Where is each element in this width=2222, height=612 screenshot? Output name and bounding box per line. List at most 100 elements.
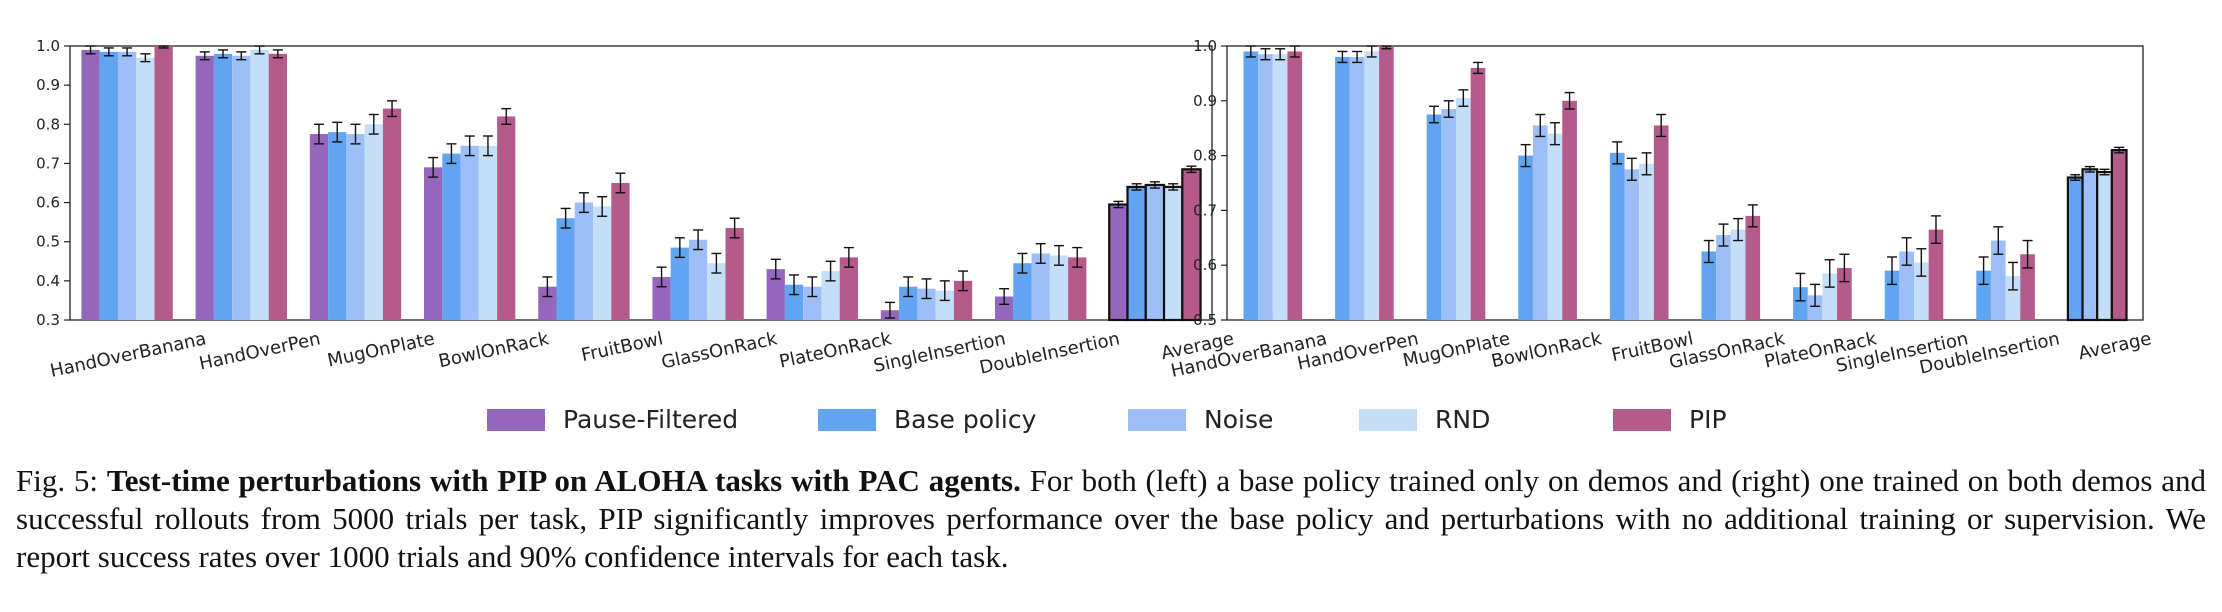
bar-noise — [346, 134, 365, 320]
bar-pip — [497, 116, 516, 320]
bar-pause-filtered — [424, 167, 443, 320]
bar-pause-filtered — [1108, 203, 1129, 322]
bar-base-policy — [99, 51, 118, 320]
bar-base-policy — [1013, 263, 1032, 320]
plot-frame — [69, 45, 1213, 321]
bar-rnd — [2096, 170, 2113, 322]
bar-base-policy — [1126, 185, 1147, 322]
x-tick-label: GlassOnRack — [660, 328, 780, 373]
legend-swatch-pip — [1613, 409, 1671, 431]
bar-rnd — [935, 290, 954, 320]
bar-base-policy — [556, 218, 575, 320]
y-tick-label: 0.7 — [36, 154, 60, 172]
bar-base-policy — [1518, 155, 1533, 320]
bar-noise — [117, 51, 137, 320]
bar-noise — [688, 239, 708, 320]
bar-rnd — [1456, 98, 1471, 320]
chart-panel-left: 0.3 0.4 0.5 0.6 0.7 0.8 0.9 1.0 HandOverBananaHa… — [36, 37, 1236, 382]
legend-swatch-rnd — [1359, 409, 1417, 431]
bar-pip — [268, 53, 287, 320]
bar-noise — [1144, 183, 1166, 322]
bar-pip — [1181, 168, 1202, 322]
y-tick-label: 0.7 — [1193, 201, 1217, 219]
y-tick-label: 0.9 — [36, 76, 60, 94]
bar-rnd — [1547, 133, 1563, 320]
bar-pip — [2110, 149, 2128, 322]
bar-pip — [1928, 229, 1944, 320]
bar-pause-filtered — [195, 55, 214, 321]
bar-base-policy — [442, 153, 461, 320]
bar-pip — [1379, 46, 1394, 320]
bar-rnd — [821, 271, 840, 320]
figure: 0.3 0.4 0.5 0.6 0.7 0.8 0.9 1.0 HandOverBananaHa… — [36, 37, 2154, 434]
bar-rnd — [593, 206, 612, 320]
bar-rnd — [136, 57, 155, 320]
bar-base-policy — [784, 284, 804, 320]
bar-pip — [2020, 254, 2035, 320]
plot-frame — [1226, 45, 2144, 321]
bar-rnd — [1049, 255, 1069, 320]
bar-noise — [574, 202, 594, 320]
bar-rnd — [478, 145, 498, 320]
bar-noise — [1349, 56, 1365, 321]
bar-noise — [917, 288, 936, 320]
legend-label-pip: PIP — [1689, 405, 1727, 434]
y-tick-label: 1.0 — [36, 37, 60, 55]
bar-base-policy — [1701, 251, 1717, 320]
bar-base-policy — [1426, 114, 1442, 320]
bar-rnd — [707, 263, 726, 320]
y-tick-label: 1.0 — [1193, 37, 1217, 55]
bar-noise — [1441, 109, 1456, 321]
y-tick-label: 0.4 — [36, 272, 60, 290]
caption-prefix: Fig. 5: — [16, 463, 107, 498]
x-tick-label: Average — [2077, 328, 2154, 364]
bar-base-policy — [899, 286, 918, 320]
legend-label-noise: Noise — [1204, 405, 1273, 434]
bar-noise — [1899, 251, 1914, 320]
bar-pause-filtered — [766, 269, 785, 320]
bar-noise — [1532, 125, 1548, 321]
y-tick-label: 0.8 — [1193, 147, 1217, 165]
bar-base-policy — [213, 53, 233, 320]
y-tick-label: 0.5 — [36, 233, 60, 251]
figure-caption: Fig. 5: Test-time perturbations with PIP… — [16, 462, 2206, 576]
legend-label-rnd: RND — [1435, 405, 1490, 434]
x-tick-label: HandOverPen — [197, 328, 322, 374]
bar-rnd — [1822, 273, 1838, 320]
bar-noise — [1258, 54, 1273, 320]
legend-swatch-pause-filtered — [487, 409, 545, 431]
legend-swatch-base-policy — [818, 409, 876, 431]
y-tick-label: 0.5 — [1193, 311, 1217, 329]
bar-pause-filtered — [538, 286, 557, 320]
x-tick-label: FruitBowl — [579, 328, 665, 366]
bar-noise — [232, 55, 251, 321]
bar-pause-filtered — [995, 296, 1014, 320]
bar-pip — [154, 46, 173, 320]
bar-pause-filtered — [309, 134, 329, 320]
bar-pip — [1287, 51, 1303, 320]
bar-rnd — [250, 49, 269, 321]
bar-rnd — [1730, 229, 1746, 320]
x-tick-label: BowlOnRack — [437, 328, 552, 372]
bar-pause-filtered — [652, 276, 671, 320]
bar-pause-filtered — [81, 49, 100, 321]
bar-base-policy — [1884, 270, 1900, 320]
legend-label-pause-filtered: Pause-Filtered — [563, 405, 738, 434]
bar-rnd — [1364, 51, 1380, 320]
bar-base-policy — [670, 247, 689, 320]
bar-base-policy — [328, 132, 347, 320]
bar-pip — [382, 108, 402, 320]
y-tick-label: 0.6 — [36, 194, 60, 212]
bar-pip — [725, 228, 744, 320]
bar-rnd — [1639, 163, 1654, 320]
bar-noise — [1031, 253, 1050, 320]
bar-base-policy — [1976, 270, 1991, 320]
legend: Pause-Filtered Base policy Noise RND PIP — [487, 405, 1727, 434]
caption-bold: Test-time perturbations with PIP on ALOH… — [106, 463, 1021, 498]
bar-pip — [611, 183, 630, 320]
x-tick-label: HandOverBanana — [48, 328, 208, 382]
bar-rnd — [1272, 54, 1288, 320]
bar-noise — [1990, 240, 2006, 320]
bar-rnd — [364, 124, 383, 321]
legend-label-base-policy: Base policy — [894, 405, 1037, 434]
